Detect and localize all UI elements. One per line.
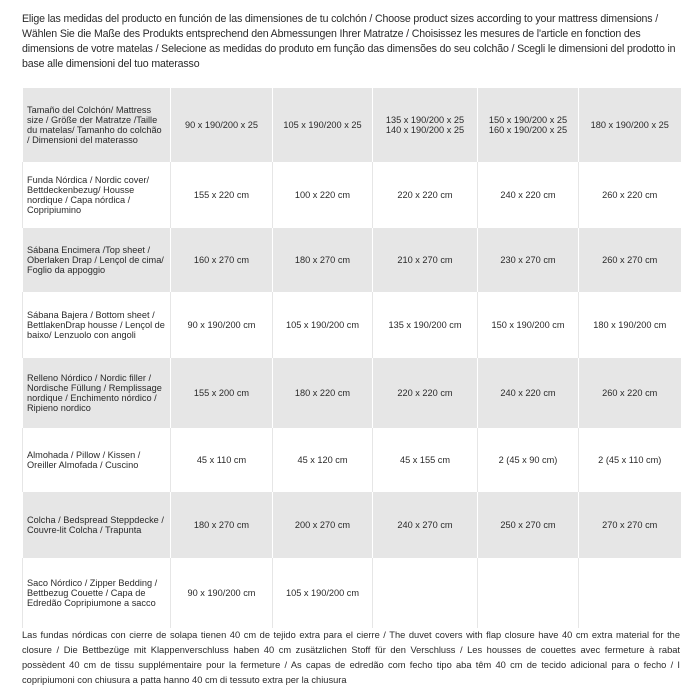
size-cell: 2 (45 x 90 cm) — [477, 428, 579, 492]
size-cell: 240 x 270 cm — [372, 492, 478, 558]
size-cell: 90 x 190/200 cm — [170, 292, 273, 358]
size-cell: 240 x 220 cm — [477, 358, 579, 428]
size-cell: 230 x 270 cm — [477, 228, 579, 292]
row-label: Relleno Nórdico / Nordic filler / Nordis… — [22, 358, 171, 428]
size-cell: 155 x 200 cm — [170, 358, 273, 428]
table-row: Funda Nórdica / Nordic cover/ Bettdecken… — [22, 162, 681, 228]
table-row: Saco Nórdico / Zipper Bedding / Bettbezu… — [22, 558, 681, 628]
size-cell: 90 x 190/200 cm — [170, 558, 273, 628]
row-label: Almohada / Pillow / Kissen / Oreiller Al… — [22, 428, 171, 492]
size-cell: 180 x 220 cm — [272, 358, 373, 428]
size-cell: 220 x 220 cm — [372, 162, 478, 228]
size-cell: 105 x 190/200 cm — [272, 558, 373, 628]
size-cell: 240 x 220 cm — [477, 162, 579, 228]
size-cell: 180 x 190/200 x 25 — [578, 88, 681, 162]
size-table: Tamaño del Colchón/ Mattress size / Größ… — [22, 88, 681, 628]
size-cell: 105 x 190/200 cm — [272, 292, 373, 358]
table-row: Relleno Nórdico / Nordic filler / Nordis… — [22, 358, 681, 428]
table-row: Sábana Encimera /Top sheet / Oberlaken D… — [22, 228, 681, 292]
size-cell: 45 x 110 cm — [170, 428, 273, 492]
size-cell: 135 x 190/200 cm — [372, 292, 478, 358]
row-label: Sábana Encimera /Top sheet / Oberlaken D… — [22, 228, 171, 292]
size-cell: 250 x 270 cm — [477, 492, 579, 558]
size-cell: 135 x 190/200 x 25 140 x 190/200 x 25 — [372, 88, 478, 162]
size-cell: 180 x 270 cm — [272, 228, 373, 292]
table-row: Colcha / Bedspread Steppdecke / Couvre-l… — [22, 492, 681, 558]
size-cell: 150 x 190/200 cm — [477, 292, 579, 358]
size-cell: 100 x 220 cm — [272, 162, 373, 228]
row-label: Sábana Bajera / Bottom sheet / Bettlaken… — [22, 292, 171, 358]
size-cell: 2 (45 x 110 cm) — [578, 428, 681, 492]
table-row: Sábana Bajera / Bottom sheet / Bettlaken… — [22, 292, 681, 358]
size-cell: 90 x 190/200 x 25 — [170, 88, 273, 162]
size-cell: 150 x 190/200 x 25 160 x 190/200 x 25 — [477, 88, 579, 162]
size-cell: 105 x 190/200 x 25 — [272, 88, 373, 162]
size-cell: 200 x 270 cm — [272, 492, 373, 558]
size-cell — [372, 558, 478, 628]
table-row: Tamaño del Colchón/ Mattress size / Größ… — [22, 88, 681, 162]
size-cell: 155 x 220 cm — [170, 162, 273, 228]
row-label: Saco Nórdico / Zipper Bedding / Bettbezu… — [22, 558, 171, 628]
size-cell — [578, 558, 681, 628]
size-cell: 45 x 120 cm — [272, 428, 373, 492]
size-cell: 180 x 190/200 cm — [578, 292, 681, 358]
size-cell: 180 x 270 cm — [170, 492, 273, 558]
size-cell: 210 x 270 cm — [372, 228, 478, 292]
header-title: Elige las medidas del producto en funció… — [22, 13, 676, 70]
footer-note: Las fundas nórdicas con cierre de solapa… — [22, 630, 680, 685]
row-label: Tamaño del Colchón/ Mattress size / Größ… — [22, 88, 171, 162]
size-cell: 45 x 155 cm — [372, 428, 478, 492]
size-cell: 260 x 270 cm — [578, 228, 681, 292]
row-label: Colcha / Bedspread Steppdecke / Couvre-l… — [22, 492, 171, 558]
table-row: Almohada / Pillow / Kissen / Oreiller Al… — [22, 428, 681, 492]
size-cell: 220 x 220 cm — [372, 358, 478, 428]
size-cell: 260 x 220 cm — [578, 358, 681, 428]
size-cell: 270 x 270 cm — [578, 492, 681, 558]
size-cell: 160 x 270 cm — [170, 228, 273, 292]
row-label: Funda Nórdica / Nordic cover/ Bettdecken… — [22, 162, 171, 228]
size-cell: 260 x 220 cm — [578, 162, 681, 228]
size-cell — [477, 558, 579, 628]
